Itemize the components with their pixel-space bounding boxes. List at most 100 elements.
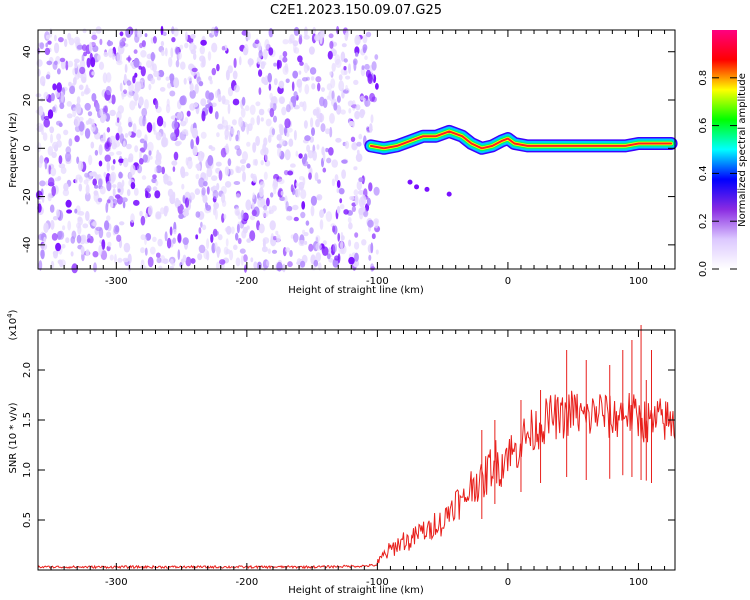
- noise-blob: [61, 244, 66, 249]
- noise-blob: [81, 54, 85, 62]
- noise-blob: [366, 126, 370, 131]
- noise-blob: [329, 113, 335, 124]
- noise-blob: [354, 34, 361, 46]
- noise-blob: [98, 144, 103, 156]
- noise-blob: [238, 116, 244, 128]
- noise-blob: [176, 140, 182, 146]
- noise-blob: [337, 232, 341, 242]
- noise-blob: [129, 100, 136, 111]
- noise-blob: [39, 76, 46, 86]
- noise-blob: [206, 238, 210, 250]
- noise-blob: [326, 157, 332, 164]
- noise-blob: [282, 263, 286, 273]
- noise-blob: [114, 253, 117, 264]
- noise-blob: [105, 142, 110, 149]
- noise-blob: [66, 113, 73, 119]
- noise-blob: [91, 71, 96, 76]
- noise-blob: [256, 56, 262, 65]
- noise-blob: [194, 83, 199, 94]
- noise-blob: [187, 76, 193, 82]
- noise-blob: [106, 127, 111, 133]
- noise-blob: [69, 85, 76, 95]
- noise-blob: [150, 51, 155, 62]
- noise-blob: [220, 147, 227, 158]
- noise-blob: [191, 127, 198, 139]
- noise-blob: [325, 128, 330, 135]
- x-tick-label: -100: [366, 577, 389, 588]
- spectrogram-x-label: Height of straight line (km): [288, 285, 424, 296]
- noise-blob: [225, 143, 229, 154]
- noise-blob: [343, 66, 347, 71]
- noise-blob: [300, 260, 306, 268]
- noise-blob: [52, 216, 59, 221]
- noise-blob: [55, 242, 62, 252]
- x-tick-label: 100: [629, 577, 648, 588]
- noise-blob: [201, 187, 206, 196]
- noise-blob: [368, 254, 372, 261]
- noise-blob: [249, 104, 256, 116]
- noise-blob: [105, 85, 112, 96]
- noise-blob: [329, 126, 333, 138]
- noise-blob: [310, 76, 315, 81]
- noise-blob: [252, 173, 257, 183]
- noise-blob: [239, 56, 242, 66]
- noise-blob: [39, 180, 46, 187]
- noise-blob: [80, 71, 87, 83]
- noise-blob: [67, 220, 72, 231]
- snr-y-ticks: 0.5 1.0 1.5 2.0: [22, 362, 675, 528]
- noise-blob: [45, 74, 51, 80]
- noise-blob: [112, 184, 117, 189]
- noise-blob: [358, 196, 365, 208]
- noise-blob: [43, 91, 49, 100]
- noise-blob: [85, 210, 90, 222]
- noise-blob: [214, 111, 219, 120]
- noise-blob: [150, 77, 156, 85]
- noise-blob: [360, 95, 365, 101]
- noise-blob: [264, 39, 270, 50]
- noise-blob: [293, 130, 297, 141]
- noise-blob: [163, 173, 169, 185]
- noise-blob: [138, 96, 144, 106]
- noise-blob: [369, 123, 373, 133]
- noise-blob: [286, 127, 293, 133]
- noise-blob: [182, 210, 189, 217]
- noise-blob: [123, 73, 127, 84]
- noise-blob: [169, 73, 175, 82]
- noise-blob: [215, 28, 219, 34]
- noise-blob: [170, 258, 174, 265]
- noise-blob: [147, 205, 153, 216]
- noise-blob: [91, 222, 97, 227]
- snr-scale-exponent: 4: [6, 313, 14, 318]
- noise-blob: [165, 76, 170, 81]
- noise-blob: [298, 82, 302, 93]
- noise-blob: [215, 161, 222, 167]
- noise-blob: [113, 140, 121, 148]
- noise-blob: [307, 164, 311, 169]
- noise-blob: [265, 118, 272, 127]
- noise-blob: [264, 153, 268, 161]
- noise-blob: [51, 185, 56, 197]
- noise-blob: [312, 150, 317, 161]
- noise-blob: [259, 186, 264, 198]
- noise-blob: [285, 247, 291, 253]
- noise-blob: [348, 108, 352, 114]
- noise-blob: [237, 237, 242, 245]
- noise-blob: [271, 205, 277, 212]
- noise-blob: [177, 111, 183, 120]
- noise-blob: [179, 95, 186, 106]
- noise-blob: [356, 180, 362, 191]
- noise-blob: [43, 236, 46, 243]
- noise-blob: [258, 108, 265, 116]
- noise-blob: [122, 157, 129, 168]
- noise-blob: [311, 127, 315, 136]
- noise-blob: [110, 165, 115, 171]
- noise-blob: [39, 42, 45, 50]
- noise-blob: [103, 51, 109, 58]
- noise-blob: [170, 132, 176, 141]
- noise-blob: [263, 205, 268, 211]
- noise-blob: [161, 166, 165, 175]
- noise-blob: [230, 226, 235, 234]
- noise-blob: [66, 101, 73, 107]
- noise-blob: [97, 197, 103, 203]
- noise-blob: [84, 128, 91, 139]
